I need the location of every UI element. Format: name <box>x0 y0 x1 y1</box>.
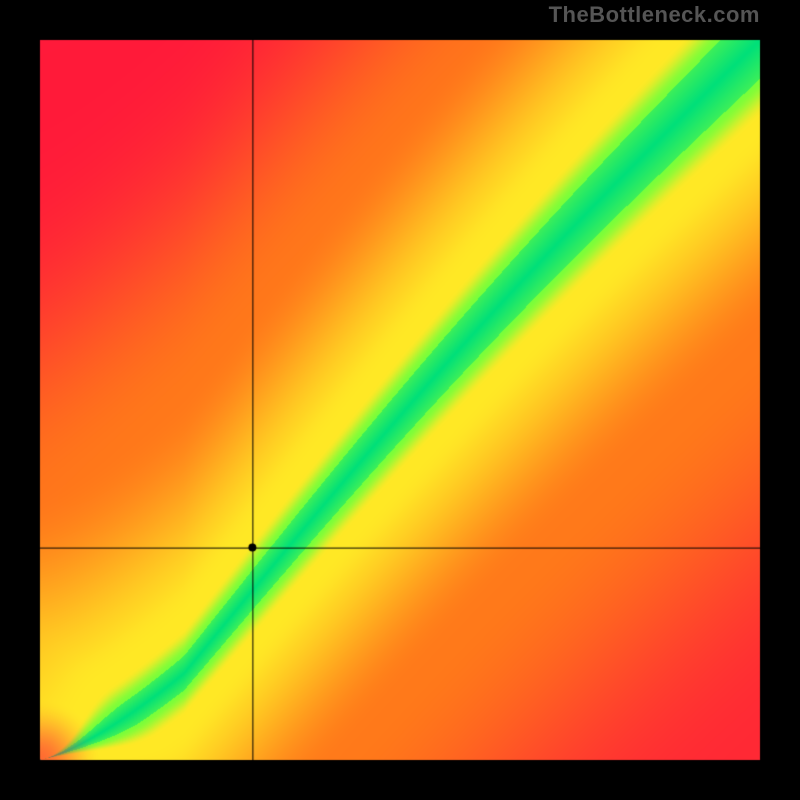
heatmap-canvas <box>0 0 800 800</box>
heatmap-container: TheBottleneck.com <box>0 0 800 800</box>
watermark-text: TheBottleneck.com <box>549 2 760 28</box>
